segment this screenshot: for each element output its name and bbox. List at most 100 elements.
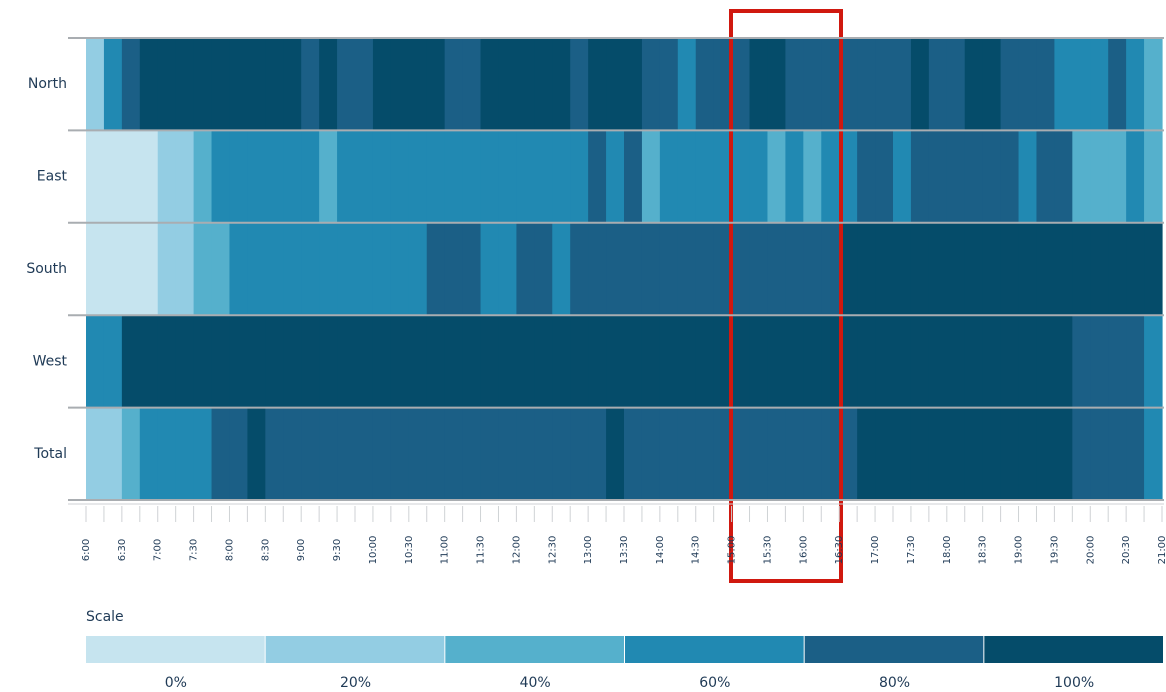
heat-cell [390, 407, 410, 500]
heat-cell [803, 315, 822, 408]
heat-cell [211, 38, 231, 131]
heat-cell [390, 38, 410, 131]
heat-cell [498, 407, 517, 500]
x-tick-label: 17:30 [906, 536, 917, 565]
heat-cell [1018, 222, 1038, 316]
heat-cell [426, 130, 446, 223]
heat-cell [677, 407, 697, 500]
heat-cell [910, 315, 930, 408]
heat-cell [337, 315, 356, 408]
heat-cell [1036, 407, 1055, 500]
heat-cell [534, 315, 553, 408]
x-tick-label: 15:00 [727, 536, 738, 565]
heat-cell [283, 38, 302, 131]
x-tick-label: 12:00 [511, 536, 522, 565]
x-tick-label: 17:00 [870, 536, 881, 565]
heat-cell [283, 222, 302, 316]
heat-cell [337, 38, 356, 131]
heat-cell [606, 222, 625, 316]
heat-cell [893, 315, 912, 408]
heat-cell [283, 315, 302, 408]
heat-cell [964, 315, 984, 408]
heat-cell [1018, 38, 1038, 131]
heat-cell [1108, 222, 1127, 316]
heat-cell [641, 315, 661, 408]
heat-cell [408, 38, 428, 131]
heat-cell [821, 38, 840, 131]
heat-cell [839, 130, 858, 223]
heat-cell [821, 130, 840, 223]
heat-cell [175, 222, 195, 316]
scale-label: 20% [340, 675, 371, 691]
heat-cell [1090, 407, 1109, 500]
highlight-box [729, 9, 843, 583]
heat-cell [731, 407, 751, 500]
heat-cell [910, 222, 930, 316]
heat-cell [1144, 407, 1163, 500]
heat-cell [444, 130, 464, 223]
x-tick-label: 21:00 [1157, 536, 1166, 565]
x-tick-label: 7:30 [189, 539, 200, 561]
heat-cell [121, 315, 141, 408]
heat-cell [229, 222, 248, 316]
scale-swatch [265, 636, 445, 663]
heat-cell [103, 315, 123, 408]
row-label: North [28, 76, 67, 92]
heat-cell [355, 407, 374, 500]
heat-cell [552, 407, 571, 500]
heat-cell [713, 315, 733, 408]
heat-cell [534, 222, 553, 316]
heat-cell [283, 407, 302, 500]
heat-cell [408, 222, 428, 316]
heat-cell [337, 222, 356, 316]
heat-cell [265, 407, 284, 500]
heat-cell [86, 315, 105, 408]
heat-cell [139, 407, 159, 500]
heat-cell [767, 407, 786, 500]
heat-cell [659, 407, 679, 500]
heat-cell [713, 222, 733, 316]
row-label: Total [33, 446, 67, 462]
heat-cell [910, 38, 930, 131]
heat-cell [749, 130, 769, 223]
heat-cell [498, 130, 517, 223]
heat-cell [946, 38, 966, 131]
heat-cell [121, 38, 141, 131]
heat-cell [982, 130, 1002, 223]
heat-cell [301, 315, 320, 408]
scale-swatch [984, 636, 1163, 663]
x-tick-label: 15:30 [762, 536, 773, 565]
heat-cell [641, 222, 661, 316]
heat-cell [301, 130, 320, 223]
heat-cell [1144, 38, 1163, 131]
scale-swatch [804, 636, 984, 663]
heat-cell [229, 130, 248, 223]
heat-cell [570, 407, 589, 500]
heat-cell [319, 222, 338, 316]
heat-cell [121, 130, 141, 223]
heat-cell [821, 222, 840, 316]
x-tick-label: 19:00 [1014, 536, 1025, 565]
heat-cell [857, 38, 876, 131]
x-tick-label: 16:00 [798, 536, 809, 565]
heat-cell [534, 407, 553, 500]
heat-cell [1126, 130, 1145, 223]
heat-cell [1072, 407, 1091, 500]
heat-cell [677, 222, 697, 316]
heat-cell [462, 315, 482, 408]
heat-cell [588, 315, 607, 408]
heat-cell [875, 315, 894, 408]
heat-cell [86, 38, 105, 131]
heat-cell [247, 38, 266, 131]
heat-cell [749, 222, 769, 316]
heat-cell [516, 407, 535, 500]
x-tick-label: 9:00 [296, 539, 307, 561]
heat-cell [767, 130, 786, 223]
heat-cell [462, 222, 482, 316]
heat-cell [301, 222, 320, 316]
heat-cell [1090, 38, 1109, 131]
heat-cell [1018, 130, 1038, 223]
heat-cell [857, 407, 876, 500]
x-tick-label: 7:00 [153, 539, 164, 561]
heat-cell [1108, 315, 1127, 408]
